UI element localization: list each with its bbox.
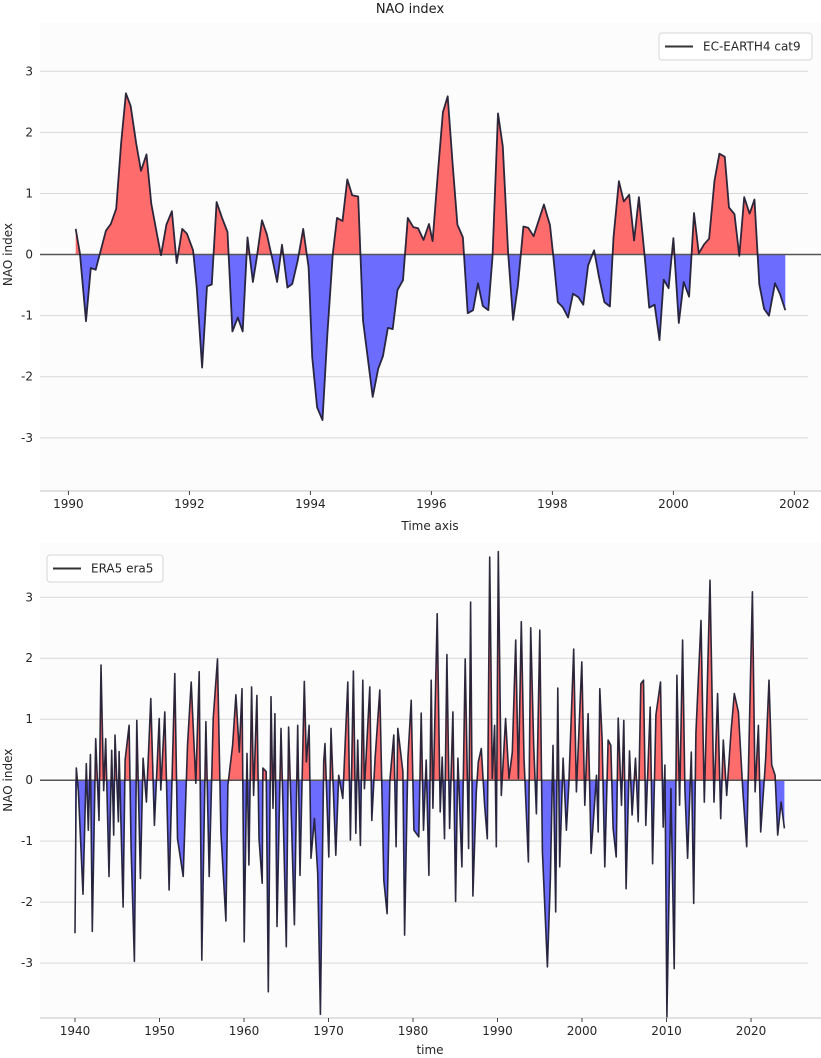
x-tick-label: 1960 (229, 1024, 260, 1038)
y-tick-label: -2 (21, 370, 33, 384)
y-tick-label: 3 (25, 64, 33, 78)
y-tick-label: -3 (21, 431, 33, 445)
x-tick-label: 2010 (651, 1024, 682, 1038)
x-tick-label: 1940 (60, 1024, 91, 1038)
y-tick-label: -3 (21, 956, 33, 970)
x-axis-label: Time axis (400, 519, 458, 533)
x-tick-label: 1992 (174, 497, 205, 511)
y-tick-label: -1 (21, 309, 33, 323)
x-tick-label: 1996 (416, 497, 447, 511)
legend-label: ERA5 era5 (91, 562, 153, 576)
y-tick-label: 0 (25, 248, 33, 262)
x-tick-label: 2000 (567, 1024, 598, 1038)
y-tick-label: 3 (25, 590, 33, 604)
x-tick-label: 2000 (658, 497, 689, 511)
series-line (74, 550, 786, 1018)
x-tick-label: 1998 (537, 497, 568, 511)
x-tick-label: 2002 (779, 497, 810, 511)
top-chart-ec-earth4: 3 2 1 0 -1 -2 -3 1990 1992 1994 1996 1998 2000 2002 Ti… (1, 23, 821, 533)
positive-area-fill (75, 93, 786, 255)
legend: EC-EARTH4 cat9 (658, 32, 813, 61)
legend-label: EC-EARTH4 cat9 (703, 40, 801, 54)
y-tick-label: 2 (25, 125, 33, 139)
x-tick-label: 1950 (144, 1024, 175, 1038)
negative-area-fill (80, 254, 786, 421)
x-axis-label: time (416, 1043, 443, 1057)
y-tick-label: -1 (21, 834, 33, 848)
y-axis-label: NAO index (1, 223, 15, 286)
x-tick-label: 1990 (482, 1024, 513, 1038)
x-tick-label: 1980 (398, 1024, 429, 1038)
x-tick-label: 1994 (295, 497, 326, 511)
legend-box (658, 32, 813, 61)
legend-box (46, 554, 164, 583)
y-tick-label: 2 (25, 651, 33, 665)
x-tick-label: 1990 (53, 497, 84, 511)
bottom-chart-era5: 3 2 1 0 -1 -2 -3 1940 1950 1960 1970 1980 1990 2000 20… (1, 543, 821, 1057)
x-tick-label: 2020 (736, 1024, 767, 1038)
x-tick-label: 1970 (313, 1024, 344, 1038)
series-line (74, 92, 787, 422)
y-axis-label: NAO index (1, 749, 15, 812)
y-tick-label: 1 (25, 712, 33, 726)
figure-title: NAO index (376, 2, 445, 17)
legend: ERA5 era5 (46, 554, 164, 583)
y-tick-label: 1 (25, 186, 33, 200)
y-tick-label: -2 (21, 895, 33, 909)
plot-area (40, 23, 821, 491)
y-tick-label: 0 (25, 773, 33, 787)
